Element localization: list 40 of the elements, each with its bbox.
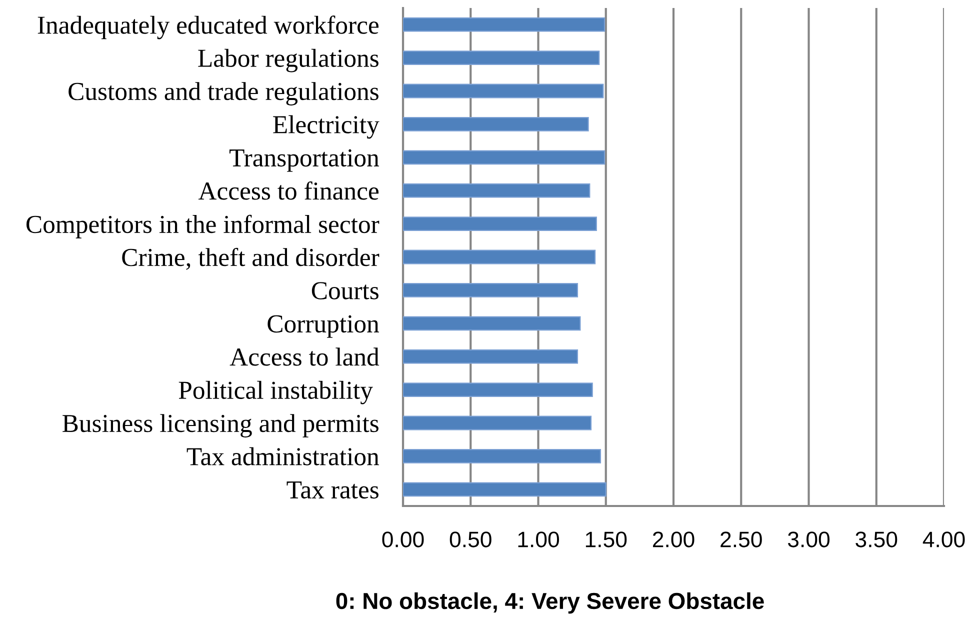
x-tick-label: 3.50	[856, 532, 898, 548]
bar	[403, 416, 592, 430]
bar	[403, 349, 578, 364]
y-tick-label: Tax administration	[186, 447, 379, 466]
bar	[403, 117, 589, 132]
bar	[403, 482, 606, 497]
y-tick-label: Transportation	[229, 149, 379, 172]
bar	[403, 150, 606, 165]
x-tick-label: 0.50	[450, 532, 492, 548]
bar	[403, 17, 606, 32]
y-tick-label: Access to land	[230, 348, 380, 366]
x-tick-label: 0.00	[382, 532, 424, 548]
y-tick-label: Business licensing and permits	[62, 414, 378, 438]
bar	[403, 316, 581, 331]
y-tick-label: Electricity	[273, 115, 380, 139]
x-tick-label: 3.00	[788, 532, 830, 548]
x-tick-label: 1.00	[518, 532, 560, 548]
y-tick-label: Access to finance	[198, 181, 378, 200]
bar	[403, 449, 602, 464]
bar	[403, 250, 596, 264]
x-tick-label: 2.50	[720, 532, 762, 548]
x-tick-label: 4.00	[922, 532, 965, 548]
bar	[403, 50, 600, 65]
y-tick-label: Customs and trade regulations	[68, 82, 378, 106]
y-tick-label: Political instability	[178, 380, 373, 404]
y-tick-label: Tax rates	[286, 481, 378, 499]
y-tick-label: Inadequately educated workforce	[38, 16, 378, 40]
bar	[403, 216, 597, 231]
x-axis-title: 0: No obstacle, 4: Very Severe Obstacle	[336, 592, 764, 614]
bar	[403, 283, 578, 298]
y-tick-label: Corruption	[268, 315, 379, 338]
x-tick-label: 1.50	[586, 532, 627, 548]
y-tick-label: Labor regulations	[198, 48, 378, 72]
y-tick-label: Competitors in the informal sector	[26, 214, 380, 238]
bar	[403, 183, 590, 198]
bar	[403, 382, 593, 397]
bar	[403, 84, 604, 98]
y-tick-label: Crime, theft and disorder	[122, 248, 380, 270]
y-tick-label: Courts	[312, 282, 378, 300]
x-tick-label: 2.00	[652, 532, 694, 548]
